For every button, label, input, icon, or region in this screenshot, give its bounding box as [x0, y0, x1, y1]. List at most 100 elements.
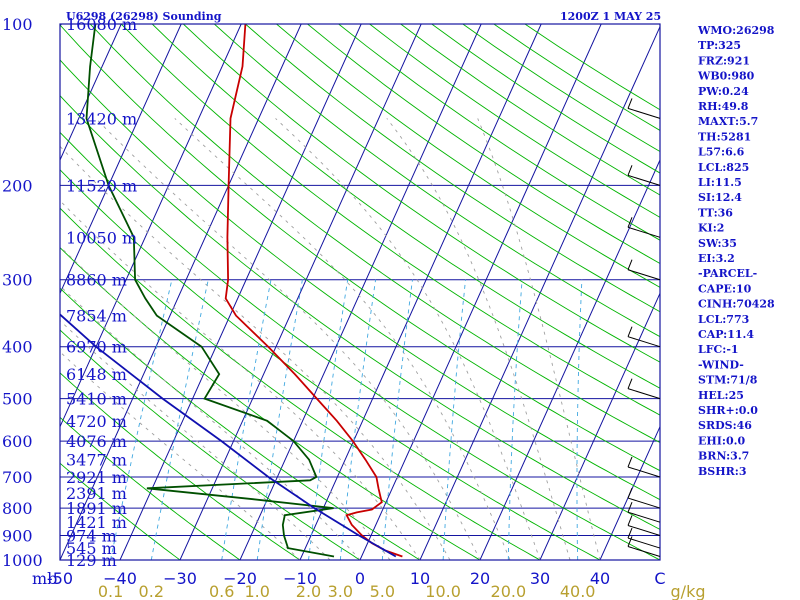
height-label: 2921 m	[66, 468, 127, 487]
temperature-tick-label: 20	[470, 569, 490, 588]
profile-lines	[60, 24, 403, 558]
wind-barb-flag	[627, 527, 633, 539]
temperature-tick-label: 0	[355, 569, 365, 588]
wind-barb	[627, 497, 661, 509]
temperature-tick-label: 40	[590, 569, 610, 588]
wind-barb-flag	[627, 217, 633, 228]
dry-adiabat	[182, 24, 660, 363]
chart-labels: U6298 (26298) Sounding 1200Z 1 MAY 25 10…	[2, 10, 705, 600]
index-value: LCL:825	[698, 161, 749, 174]
dry-adiabat	[307, 24, 660, 265]
wind-barb-flag	[627, 456, 633, 468]
index-value: PW:0.24	[698, 85, 749, 98]
temperature-tick-label: −10	[283, 569, 317, 588]
height-label: 4720 m	[66, 412, 127, 431]
temperature-tick-label: −20	[223, 569, 257, 588]
parcel-line	[60, 313, 397, 558]
index-value: SHR+:0.0	[698, 404, 758, 417]
mixing-ratio-label: 0.6	[209, 582, 234, 600]
height-label: 11520 m	[66, 176, 137, 195]
isotherm-line	[359, 24, 602, 560]
indices-panel: WMO:26298 TP:325 FRZ:921 WB0:980 PW:0.24 RH:4…	[697, 24, 775, 478]
dry-adiabat	[60, 169, 601, 560]
temperature-tick-label: -50	[47, 569, 73, 588]
wind-barb	[627, 546, 661, 557]
height-label: 6148 m	[66, 365, 127, 384]
wind-barb	[627, 388, 661, 400]
height-label: 4076 m	[66, 432, 127, 451]
wind-barb	[627, 511, 661, 523]
temperature-line	[224, 24, 403, 558]
pressure-tick-label: 800	[2, 499, 33, 518]
wind-barb-flag	[627, 98, 633, 109]
wind-barb	[627, 336, 661, 348]
pressure-tick-label: 700	[2, 468, 33, 487]
isotherm-line	[299, 24, 542, 560]
index-value: EHI:0.0	[698, 434, 745, 447]
height-label: 6970 m	[66, 338, 127, 357]
temperature-tick-label: −30	[163, 569, 197, 588]
moist-adiabat	[174, 118, 511, 560]
height-label: 10050 m	[66, 228, 137, 247]
index-value: TT:36	[698, 206, 733, 219]
isotherm-line	[60, 24, 302, 560]
wind-barb	[627, 466, 661, 478]
time-label: 1200Z 1 MAY 25	[560, 10, 661, 23]
mixing-ratio-label: 40.0	[560, 582, 596, 600]
plot-frame	[59, 23, 661, 561]
height-label: 129 m	[66, 551, 117, 570]
isotherm-line	[239, 24, 482, 560]
index-value: WMO:26298	[697, 24, 775, 37]
index-value: CAP:11.4	[698, 328, 754, 341]
station-title: U6298 (26298) Sounding	[66, 10, 222, 23]
pressure-tick-label: 400	[2, 338, 33, 357]
index-value: TP:325	[698, 39, 741, 52]
wind-barb	[627, 107, 661, 119]
isotherm-line	[479, 158, 660, 560]
height-label: 1891 m	[66, 499, 127, 518]
dry-adiabat	[213, 24, 660, 338]
height-label: 2391 m	[66, 484, 127, 503]
pressure-tick-label: 900	[2, 526, 33, 545]
temperature-tick-label: 10	[410, 569, 430, 588]
moist-adiabat	[60, 245, 391, 560]
mixing-ratio-label: 1.0	[244, 582, 269, 600]
height-label: 13420 m	[66, 109, 137, 128]
index-value: KI:2	[698, 222, 724, 235]
dry-adiabat	[60, 372, 301, 560]
index-value: CINH:70428	[698, 298, 775, 311]
index-value: BRN:3.7	[698, 450, 749, 463]
index-value: EI:3.2	[698, 252, 735, 265]
dry-adiabat	[60, 24, 660, 472]
dry-adiabat	[276, 24, 660, 288]
isotherm-line	[419, 25, 660, 560]
moist-adiabat	[60, 319, 331, 560]
dry-adiabat	[60, 287, 421, 560]
index-value: SRDS:46	[698, 419, 752, 432]
dewpoint-line	[85, 24, 335, 558]
index-value: LFC:-1	[698, 343, 739, 356]
mixing-ratio-label: 0.1	[98, 582, 123, 600]
wind-barb-flag	[627, 378, 633, 389]
mixing-ratio-label: 3.0	[328, 582, 353, 600]
height-label: 974 m	[66, 526, 117, 545]
wind-barb-flag	[627, 501, 633, 513]
dry-adiabat	[60, 416, 241, 560]
dry-adiabat	[338, 24, 660, 241]
index-value: HEL:25	[698, 389, 744, 402]
index-value: STM:71/8	[698, 374, 758, 387]
isotherm-line	[539, 292, 660, 560]
index-value: SW:35	[698, 237, 737, 250]
isotherm-line	[60, 24, 242, 428]
wind-barb-flag	[627, 259, 633, 270]
dry-adiabat	[151, 24, 660, 389]
dry-adiabat	[60, 59, 660, 501]
mixing-ratio-label: 20.0	[491, 582, 527, 600]
mixing-ratio-label: 5.0	[370, 582, 395, 600]
index-value: CAPE:10	[698, 282, 752, 295]
temperature-tick-label: C	[654, 569, 665, 588]
moist-adiabat	[60, 285, 361, 560]
wind-barb-flag	[627, 515, 633, 526]
